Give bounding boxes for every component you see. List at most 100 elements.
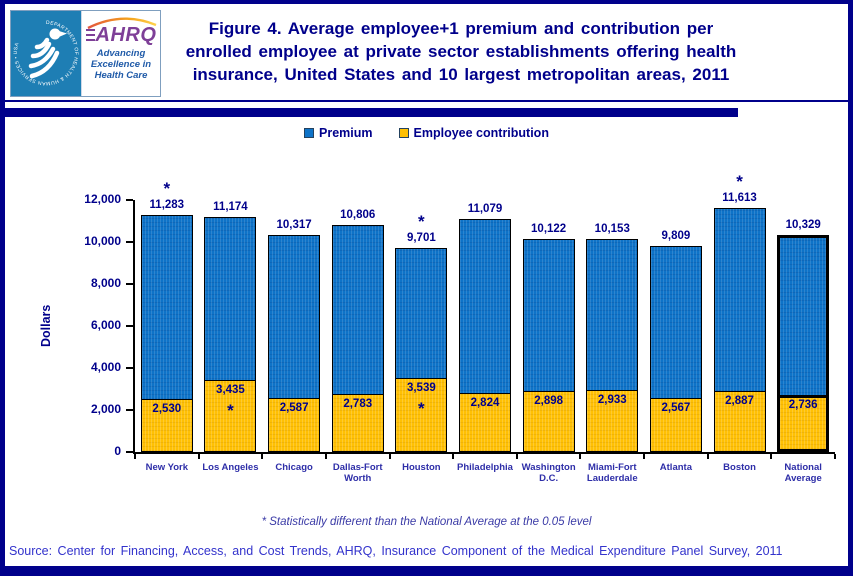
- y-axis-tick: [126, 451, 133, 453]
- x-axis-tick: [134, 454, 136, 459]
- contribution-value-label: 2,587: [279, 401, 309, 414]
- premium-value-label: 11,613: [722, 192, 757, 205]
- premium-value-label: 11,283: [149, 199, 185, 212]
- ahrq-tagline-line: Excellence in: [90, 59, 152, 70]
- significance-star: *: [418, 398, 425, 418]
- x-axis-label-new-york: New York: [145, 462, 189, 473]
- source-line: Source: Center for Financing, Access, an…: [9, 544, 783, 558]
- y-axis-tick: [126, 283, 133, 285]
- premium-value-label: 10,317: [276, 219, 312, 232]
- x-axis-tick: [834, 454, 836, 459]
- contribution-bar-los-angeles: [204, 379, 257, 452]
- contribution-value-label: 2,824: [470, 396, 500, 409]
- x-axis-tick: [579, 454, 582, 459]
- x-axis-label-chicago: Chicago: [275, 462, 313, 473]
- hhs-eagle-icon: DEPARTMENT OF HEALTH & HUMAN SERVICES • …: [13, 20, 79, 86]
- premium-value-label: 10,806: [340, 209, 376, 222]
- contribution-bar-new-york: [140, 398, 193, 452]
- x-axis-label-boston: Boston: [723, 462, 756, 473]
- contribution-value-label: 2,736: [788, 398, 818, 411]
- x-axis-tick: [452, 454, 455, 459]
- contribution-bar-boston: [713, 391, 766, 452]
- y-axis-tick-label: 2,000: [90, 402, 121, 416]
- y-axis-tick-label: 12,000: [84, 192, 121, 206]
- figure-title: Figure 4. Average employee+1 premium and…: [155, 17, 767, 86]
- x-axis-tick: [770, 454, 773, 459]
- contribution-bar-philadelphia: [459, 392, 511, 452]
- x-axis-tick: [261, 454, 264, 459]
- x-axis-label-philadelphia: Philadelphia: [457, 462, 513, 473]
- hhs-seal-icon: DEPARTMENT OF HEALTH & HUMAN SERVICES • …: [11, 11, 81, 96]
- x-axis-tick: [643, 454, 646, 459]
- premium-value-label: 9,701: [406, 232, 436, 245]
- plot-area: 0 2,000 4,000 6,000 8,000 10,000 12,000 11,283 *…: [84, 173, 836, 484]
- y-axis-tick-label: 6,000: [90, 318, 121, 332]
- contribution-value-label: 2,567: [661, 402, 691, 415]
- figure-title-line-2: enrolled employee at private sector esta…: [185, 42, 737, 61]
- contribution-bar-miami-fort-lauderdale: [586, 390, 639, 452]
- x-axis-label-houston: Houston: [402, 462, 441, 473]
- premium-value-label: 9,809: [661, 230, 691, 242]
- contribution-value-label: 3,539: [406, 381, 436, 394]
- x-axis-label-atlanta: Atlanta: [659, 462, 692, 473]
- x-axis-tick: [324, 454, 327, 459]
- y-axis-tick-label: 10,000: [84, 234, 121, 248]
- significance-star: *: [418, 212, 425, 232]
- y-axis-tick: [126, 325, 133, 327]
- header: DEPARTMENT OF HEALTH & HUMAN SERVICES • …: [5, 4, 848, 102]
- contribution-value-label: 2,530: [152, 402, 182, 415]
- x-axis-label-national-average: National Average: [784, 462, 822, 484]
- ahrq-wordmark: AHRQ: [82, 25, 160, 45]
- x-axis-tick: [515, 454, 518, 459]
- x-axis-label-los-angeles: Los Angeles: [202, 462, 259, 473]
- contribution-bar-chicago: [268, 397, 321, 452]
- legend-item-premium: Premium: [304, 126, 373, 140]
- significance-star: *: [736, 172, 743, 192]
- y-axis-tick: [126, 367, 133, 369]
- y-axis-tick: [126, 199, 133, 201]
- contribution-value-label: 2,898: [534, 395, 564, 408]
- ahrq-tagline-line: Advancing: [96, 48, 146, 59]
- y-axis-tick: [126, 241, 133, 243]
- premium-value-label: 11,174: [213, 201, 248, 214]
- title-rule: [5, 108, 738, 117]
- ahrq-tagline-line: Health Care: [94, 70, 148, 81]
- contribution-bar-washington-d-c-: [522, 391, 575, 452]
- legend-item-employee-contribution: Employee contribution: [398, 126, 549, 140]
- figure-title-line-1: Figure 4. Average employee+1 premium and…: [208, 19, 714, 38]
- y-axis-tick-label: 8,000: [90, 276, 121, 290]
- premium-value-label: 10,122: [531, 223, 567, 236]
- premium-value-label: 10,153: [594, 222, 630, 235]
- x-axis-label-miami-fort-lauderdale: Miami-Fort Lauderdale: [586, 462, 638, 484]
- hhs-ring-text: DEPARTMENT OF HEALTH & HUMAN SERVICES • …: [13, 20, 79, 86]
- legend-swatch-icon: [398, 128, 409, 138]
- contribution-value-label: 3,435: [216, 383, 245, 396]
- ahrq-swoosh-icon: [87, 17, 157, 30]
- hhs-ahrq-logo: DEPARTMENT OF HEALTH & HUMAN SERVICES • …: [10, 10, 161, 97]
- x-axis-tick: [706, 454, 709, 459]
- y-axis-tick: [126, 409, 133, 411]
- ahrq-logo: AHRQ Advancing Excellence in Health Care: [81, 11, 160, 96]
- significance-star: *: [163, 179, 171, 199]
- ahrq-tagline: Advancing Excellence in Health Care: [82, 48, 160, 81]
- contribution-bar-atlanta: [649, 398, 702, 452]
- legend-swatch-icon: [304, 128, 315, 138]
- premium-value-label: 11,079: [467, 203, 503, 216]
- legend-label: Employee contribution: [413, 126, 549, 140]
- figure-title-line-3: insurance, United States and 10 largest …: [192, 65, 730, 84]
- significance-star: *: [227, 400, 234, 420]
- contribution-bar-houston: [395, 377, 448, 452]
- chart-legend: Premium Employee contribution: [5, 126, 848, 140]
- premium-value-label: 10,329: [785, 219, 821, 232]
- x-axis-tick: [388, 454, 391, 459]
- contribution-value-label: 2,887: [725, 395, 754, 408]
- x-axis-label-washington-d-c-: Washington D.C.: [521, 462, 576, 484]
- contribution-bar-dallas-fort-worth: [331, 393, 384, 452]
- legend-label: Premium: [319, 126, 373, 140]
- x-axis-tick: [197, 454, 200, 459]
- footnote: * Statistically different than the Natio…: [261, 516, 592, 528]
- contribution-value-label: 2,933: [597, 394, 627, 407]
- contribution-value-label: 2,783: [343, 397, 373, 410]
- svg-text:DEPARTMENT OF HEALTH & HUMAN S: DEPARTMENT OF HEALTH & HUMAN SERVICES • …: [13, 20, 79, 86]
